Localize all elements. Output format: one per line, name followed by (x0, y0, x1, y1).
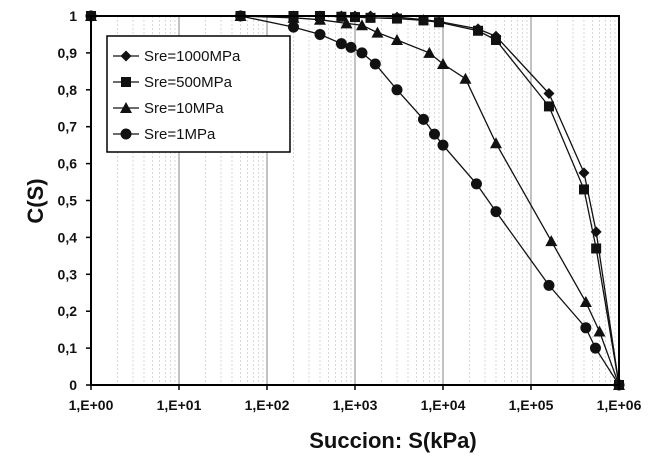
legend-box (106, 35, 291, 153)
data-point (356, 47, 368, 59)
data-point (345, 41, 357, 53)
y-tick-label: 0,6 (58, 156, 78, 172)
x-axis-title: Succion: S(kPa) (309, 428, 476, 453)
legend-label: Sre=500MPa (144, 74, 233, 91)
data-point (543, 87, 555, 99)
data-point (437, 57, 449, 69)
data-point (417, 113, 429, 125)
data-point (470, 178, 482, 190)
y-tick-label: 0,5 (58, 193, 78, 209)
data-point (335, 38, 347, 50)
data-point (350, 12, 360, 23)
data-point (313, 13, 326, 25)
data-point (490, 206, 502, 218)
y-tick-label: 0,8 (58, 82, 78, 98)
legend-marker (121, 77, 131, 87)
y-tick-label: 1 (69, 8, 77, 24)
data-point (459, 72, 472, 84)
y-tick-label: 0,1 (58, 340, 78, 356)
data-point (287, 11, 300, 23)
data-point (578, 167, 590, 179)
y-tick-labels: 0 0,1 0,2 0,3 0,4 0,5 0,6 0,7 0,8 0,9 1 (58, 8, 91, 393)
y-tick-label: 0,4 (58, 229, 78, 245)
legend-label: Sre=10MPa (144, 100, 224, 117)
y-tick-label: 0,3 (58, 266, 78, 282)
data-point (418, 15, 429, 26)
series-3 (85, 10, 625, 391)
data-point (593, 325, 606, 337)
data-point (340, 17, 353, 29)
data-point (314, 28, 326, 40)
data-point (591, 243, 602, 254)
data-point (580, 322, 592, 334)
data-point (365, 12, 376, 23)
legend-marker (120, 102, 132, 113)
x-tick-label: 1,E+05 (509, 397, 554, 413)
data-point (428, 128, 440, 140)
data-point (543, 279, 555, 291)
data-point (473, 25, 484, 36)
y-tick-label: 0,7 (58, 119, 78, 135)
legend-label: Sre=1000MPa (144, 48, 241, 65)
legend-marker (120, 128, 132, 140)
data-point (579, 295, 592, 307)
legend: Sre=1000MPa Sre=500MPa Sre=10MPa Sre=1MPa (106, 35, 291, 153)
x-tick-label: 1,E+06 (597, 397, 642, 413)
data-point (489, 137, 502, 149)
y-axis-title: C(S) (23, 178, 48, 223)
data-point (369, 58, 381, 70)
series-line (91, 15, 620, 386)
data-point (578, 184, 589, 195)
y-tick-label: 0 (69, 377, 77, 393)
data-point (391, 13, 402, 24)
x-tick-label: 1,E+00 (69, 397, 114, 413)
data-point (390, 33, 403, 45)
y-tick-label: 0,9 (58, 45, 78, 61)
data-point (423, 46, 436, 58)
x-tick-label: 1,E+02 (245, 397, 290, 413)
x-tick-labels: 1,E+00 1,E+01 1,E+02 1,E+03 1,E+04 1,E+05 1,E+… (69, 385, 642, 413)
x-tick-label: 1,E+04 (421, 397, 466, 413)
data-point (543, 101, 554, 112)
data-point (433, 17, 444, 28)
data-point (391, 84, 403, 96)
data-point (490, 34, 501, 45)
legend-marker (120, 50, 132, 62)
data-point (371, 26, 384, 38)
x-tick-label: 1,E+01 (157, 397, 202, 413)
data-point (287, 21, 299, 33)
x-tick-label: 1,E+03 (333, 397, 378, 413)
data-point (355, 19, 368, 31)
y-tick-label: 0,2 (58, 303, 78, 319)
data-point (545, 235, 558, 247)
data-point (589, 342, 601, 354)
data-point (437, 139, 449, 151)
legend-label: Sre=1MPa (144, 126, 216, 143)
